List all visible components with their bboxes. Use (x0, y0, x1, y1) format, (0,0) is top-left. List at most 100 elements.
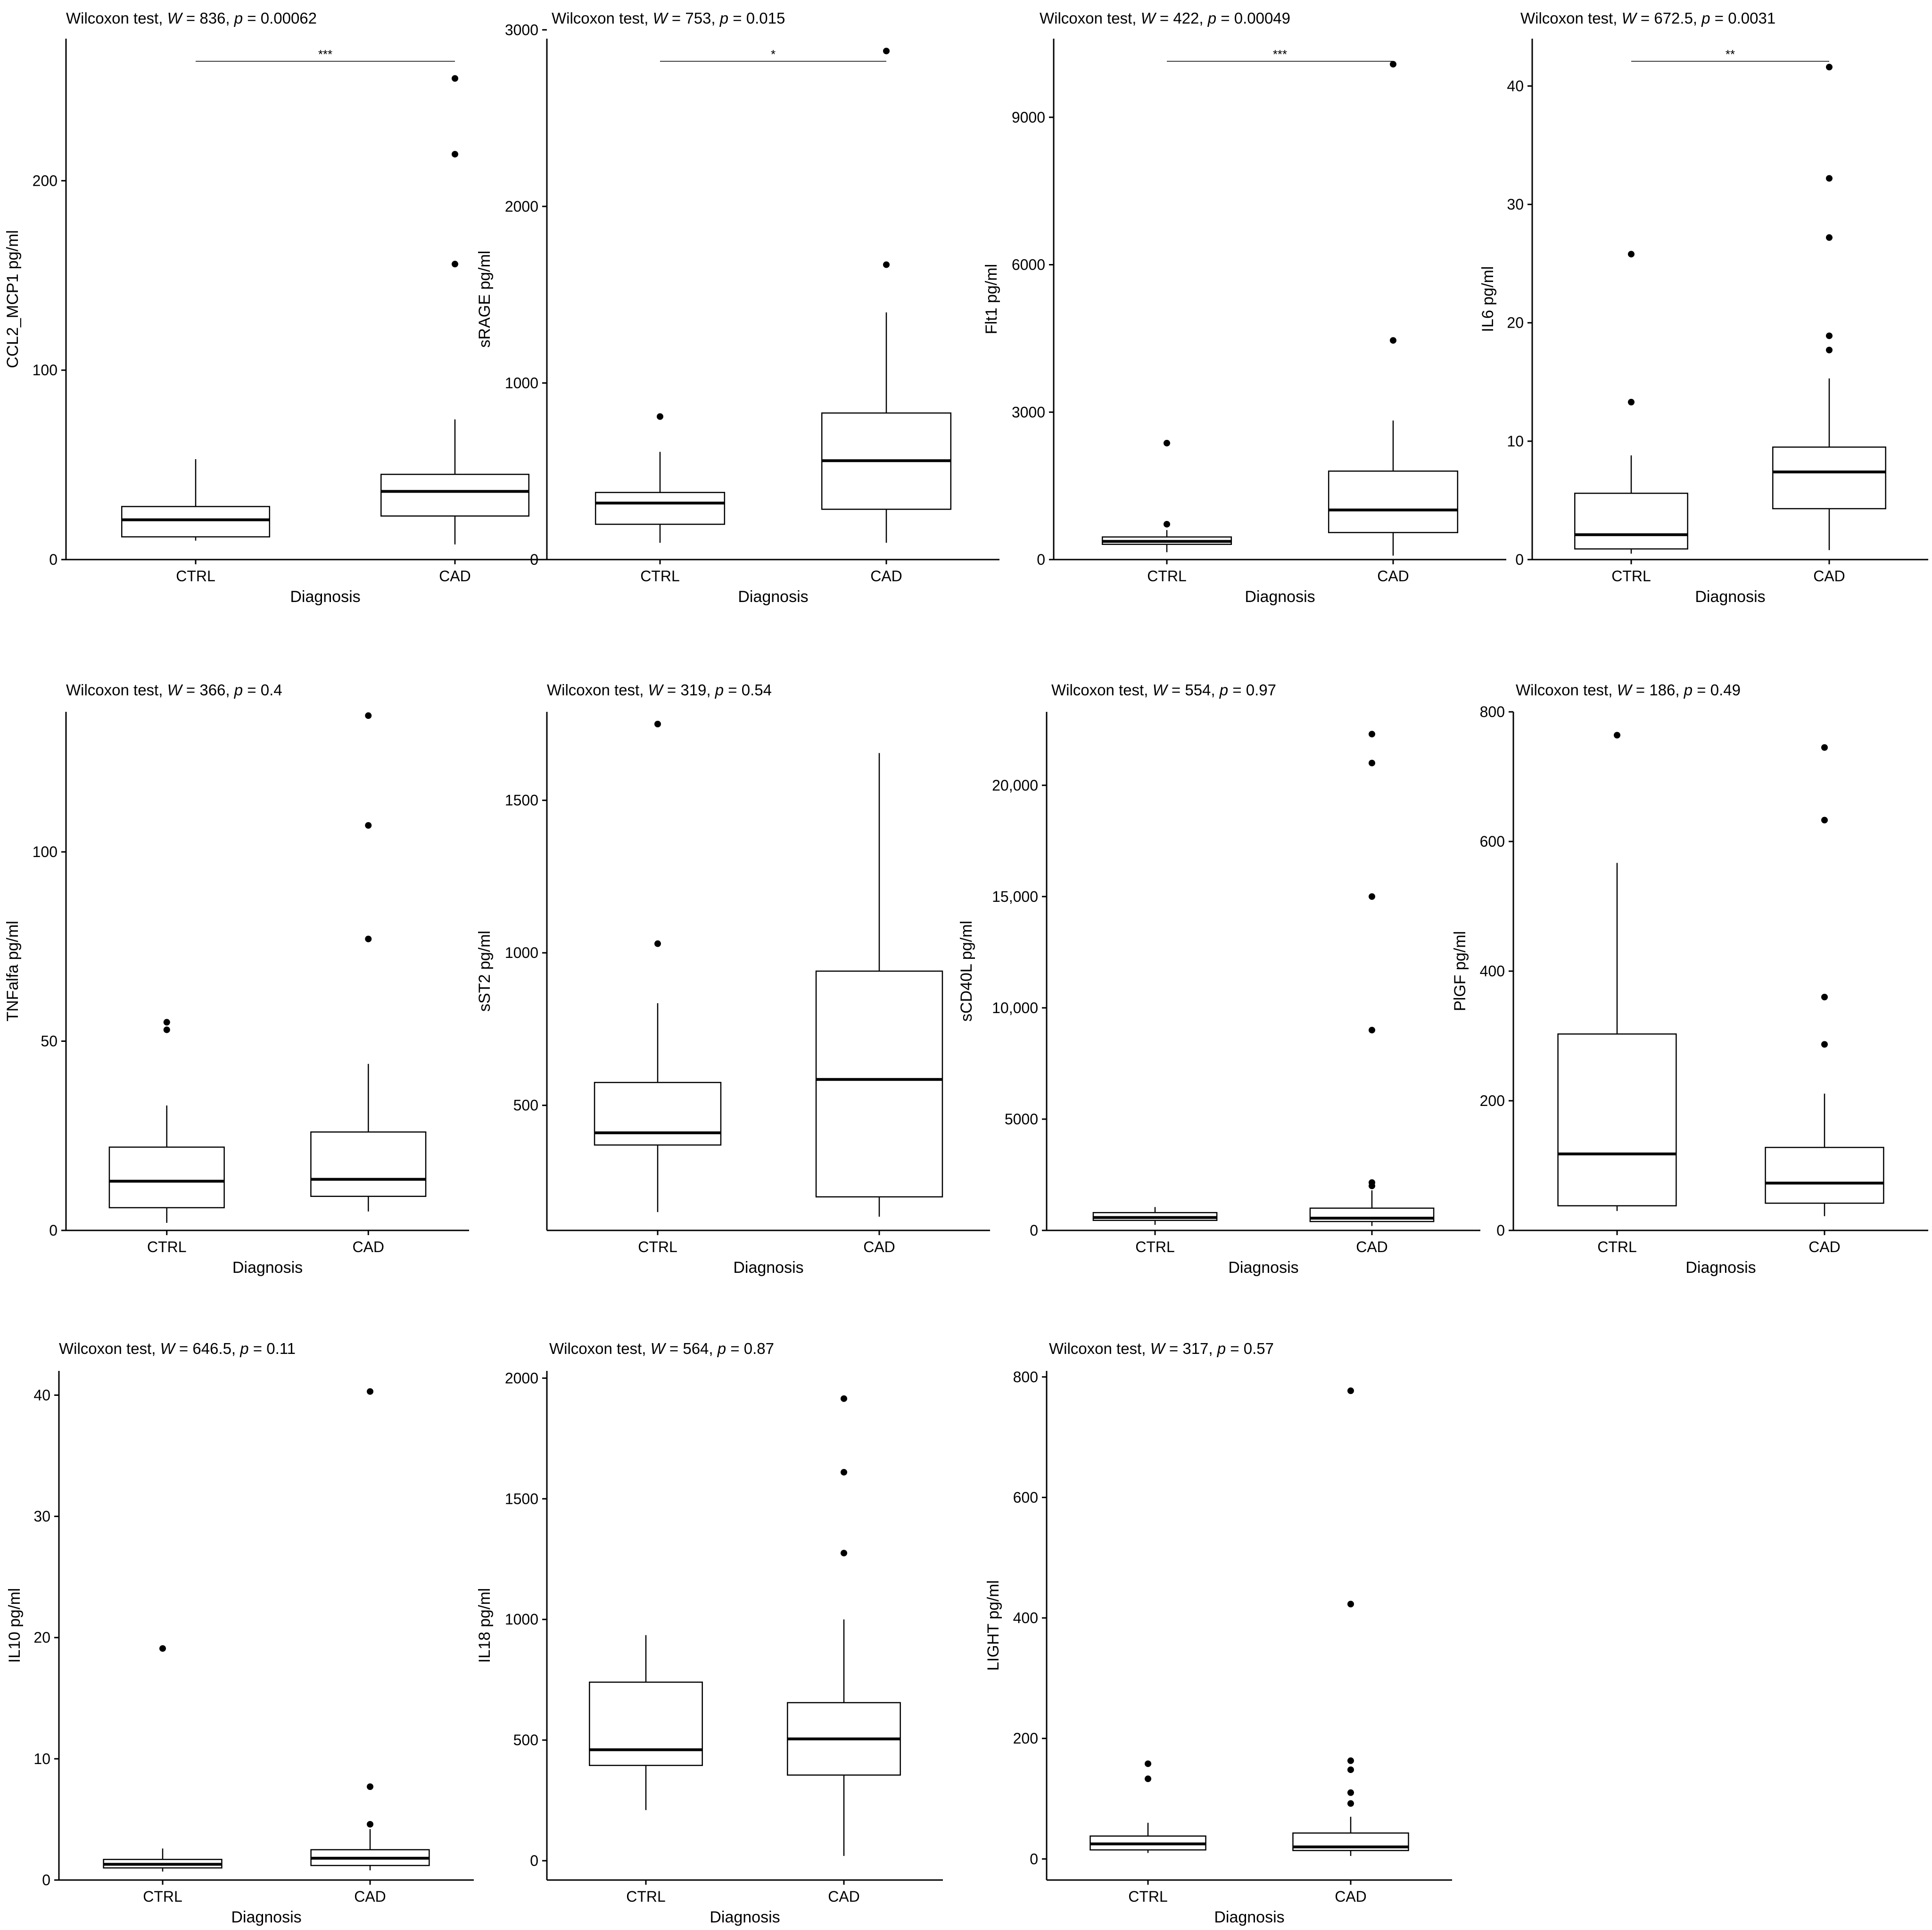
y-tick-label: 0 (42, 1872, 50, 1889)
x-axis-label: Diagnosis (738, 588, 808, 606)
chart-title-part: = 554, (1167, 681, 1220, 699)
significance-label: ** (1726, 47, 1735, 61)
outlier-point (365, 822, 372, 829)
y-tick-label: 1000 (505, 374, 538, 391)
chart-title-part: W (167, 9, 183, 27)
x-axis-label: Diagnosis (290, 588, 360, 606)
chart-title-part: Wilcoxon test, (549, 1340, 651, 1357)
box-cad (310, 712, 427, 1212)
chart-title: Wilcoxon test, W = 564, p = 0.87 (549, 1340, 774, 1357)
y-tick-label: 200 (1013, 1730, 1038, 1747)
outlier-point (654, 940, 661, 947)
significance-label: *** (318, 47, 332, 61)
y-tick-label: 1500 (505, 792, 538, 809)
x-tick-label: CTRL (1611, 568, 1651, 585)
chart-title-part: = 0.015 (728, 9, 785, 27)
chart-title-part: p (717, 1340, 726, 1357)
chart-title-part: p (715, 681, 724, 699)
chart-title-part: = 0.11 (249, 1340, 296, 1357)
x-tick-label: CAD (354, 1888, 386, 1905)
chart-title-part: = 0.54 (724, 681, 772, 699)
y-tick-label: 10,000 (992, 999, 1038, 1016)
y-tick-label: 400 (1013, 1609, 1038, 1626)
chart-title-part: = 0.49 (1693, 681, 1741, 699)
chart-title-part: = 0.00049 (1216, 9, 1290, 27)
chart-title: Wilcoxon test, W = 186, p = 0.49 (1516, 681, 1741, 699)
outlier-point (452, 151, 458, 158)
outlier-point (452, 261, 458, 268)
iqr-box (1557, 1033, 1677, 1206)
y-tick-label: 800 (1480, 703, 1505, 720)
chart-panel-2: Wilcoxon test, W = 753, p = 0.015 0 1000 20… (476, 9, 999, 606)
chart-title-part: Wilcoxon test, (1049, 1340, 1150, 1357)
x-tick-label: CTRL (1147, 568, 1187, 585)
x-tick-label: CTRL (143, 1888, 182, 1905)
y-axis-label: Flt1 pg/ml (983, 264, 1000, 334)
outlier-point (163, 1026, 170, 1033)
chart-title: Wilcoxon test, W = 646.5, p = 0.11 (59, 1340, 296, 1357)
outlier-point (367, 1388, 373, 1395)
outlier-point (1369, 759, 1375, 767)
y-tick-label: 6000 (1012, 256, 1045, 273)
y-tick-label: 30 (33, 1508, 50, 1525)
chart-title-part: p (1701, 9, 1710, 27)
outlier-point (1390, 61, 1396, 68)
y-tick-label: 0 (1030, 1222, 1038, 1239)
outlier-point (1164, 439, 1170, 446)
outlier-point (365, 712, 372, 719)
y-tick-label: 0 (1496, 1222, 1505, 1239)
box-ctrl (1101, 439, 1232, 553)
x-axis-label: Diagnosis (1228, 1259, 1298, 1277)
box-ctrl (594, 720, 722, 1212)
significance-label: * (771, 47, 776, 61)
x-tick-label: CAD (1377, 568, 1409, 585)
x-axis-label: Diagnosis (1695, 588, 1765, 606)
outlier-point (1390, 337, 1396, 344)
outlier-point (657, 413, 663, 420)
x-tick-label: CAD (439, 568, 471, 585)
box-cad (1309, 731, 1435, 1226)
y-tick-label: 15,000 (992, 888, 1038, 905)
y-axis-label: IL6 pg/ml (1479, 266, 1497, 332)
outlier-point (883, 48, 890, 55)
y-tick-label: 1000 (505, 944, 538, 961)
y-tick-label: 0 (530, 551, 538, 568)
outlier-point (1821, 994, 1828, 1000)
chart-title-part: = 0.4 (243, 681, 282, 699)
chart-panel-7: Wilcoxon test, W = 554, p = 0.97 0 5000 10,… (958, 681, 1480, 1277)
y-axis-label: CCL2_MCP1 pg/ml (4, 230, 22, 368)
outlier-point (1347, 1757, 1354, 1764)
outlier-point (365, 935, 372, 942)
outlier-point (1369, 1179, 1375, 1186)
x-axis-label: Diagnosis (232, 1259, 303, 1277)
chart-title-part: = 0.97 (1228, 681, 1276, 699)
chart-title-part: Wilcoxon test, (66, 9, 167, 27)
y-tick-label: 0 (49, 1222, 58, 1239)
x-tick-label: CTRL (1135, 1238, 1175, 1255)
x-tick-label: CTRL (176, 568, 215, 585)
y-tick-label: 3000 (1012, 404, 1045, 421)
chart-title-part: = 753, (668, 9, 720, 27)
y-axis-label: IL10 pg/ml (6, 1588, 24, 1663)
y-tick-label: 30 (1507, 196, 1524, 213)
chart-title-part: p (1219, 681, 1228, 699)
outlier-point (1347, 1766, 1354, 1773)
chart-panel-3: Wilcoxon test, W = 422, p = 0.00049 0 3000… (983, 9, 1506, 606)
chart-title-part: = 0.87 (726, 1340, 774, 1357)
y-tick-label: 2000 (505, 1369, 538, 1386)
chart-title-part: W (1622, 9, 1638, 27)
y-tick-label: 3000 (505, 21, 538, 38)
x-tick-label: CTRL (626, 1888, 666, 1905)
chart-title-part: = 672.5, (1636, 9, 1702, 27)
chart-title-part: = 0.0031 (1710, 9, 1776, 27)
outlier-point (1821, 1041, 1828, 1048)
outlier-point (367, 1821, 373, 1828)
chart-title-part: Wilcoxon test, (66, 681, 167, 699)
outlier-point (841, 1550, 847, 1557)
y-tick-label: 100 (33, 362, 58, 379)
box-cad (310, 1388, 430, 1871)
outlier-point (1347, 1800, 1354, 1807)
box-cad (1292, 1387, 1409, 1856)
